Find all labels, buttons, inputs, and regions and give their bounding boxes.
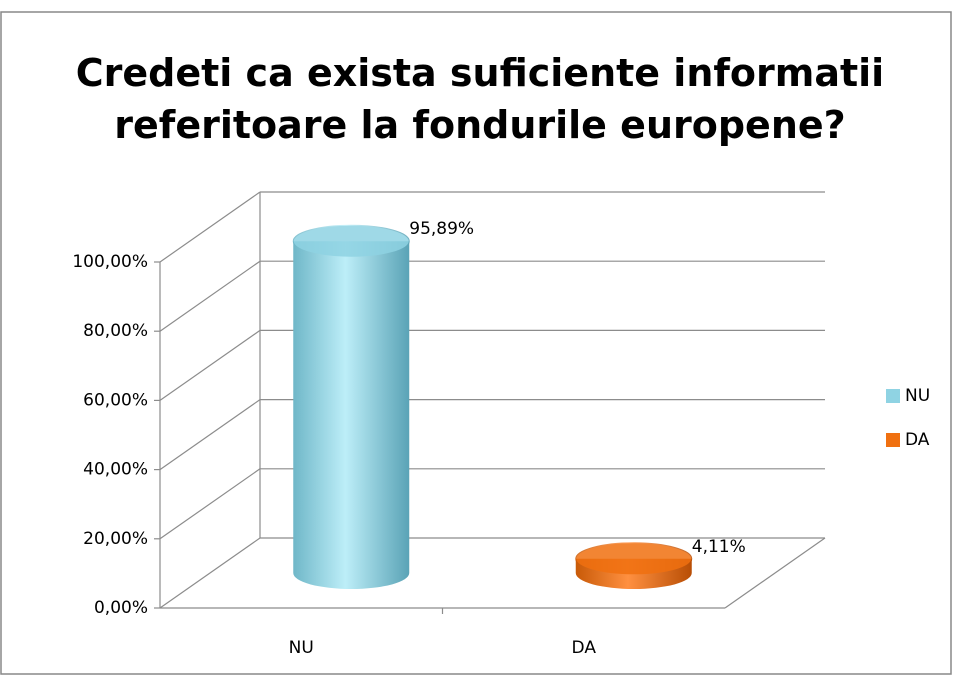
- grid-line: [159, 468, 261, 540]
- grid-line: [159, 399, 261, 471]
- data-label: 95,89%: [409, 219, 474, 239]
- grid-line: [159, 329, 261, 401]
- legend-label: DA: [905, 430, 930, 450]
- grid-line: [159, 191, 261, 263]
- x-tick-label: NU: [289, 638, 314, 658]
- chart-title: Credeti ca exista suficiente informatii r…: [76, 51, 884, 147]
- y-tick-label: 100,00%: [72, 252, 148, 272]
- grid-line: [159, 537, 261, 609]
- y-tick-label: 60,00%: [83, 390, 148, 410]
- y-tick-label: 20,00%: [83, 529, 148, 549]
- legend-swatch: [886, 433, 900, 447]
- y-tick-label: 80,00%: [83, 321, 148, 341]
- bar-top: [575, 542, 693, 576]
- frame: [0, 11, 952, 675]
- axis-line: [724, 537, 826, 609]
- bar-top: [292, 224, 410, 258]
- x-tick-label: DA: [572, 638, 597, 658]
- bar: [293, 241, 410, 590]
- y-tick-label: 0,00%: [94, 598, 148, 618]
- legend-label: NU: [905, 386, 930, 406]
- legend-swatch: [886, 389, 900, 403]
- grid-line: [159, 260, 261, 332]
- y-tick-label: 40,00%: [83, 460, 148, 480]
- data-label: 4,11%: [692, 537, 746, 557]
